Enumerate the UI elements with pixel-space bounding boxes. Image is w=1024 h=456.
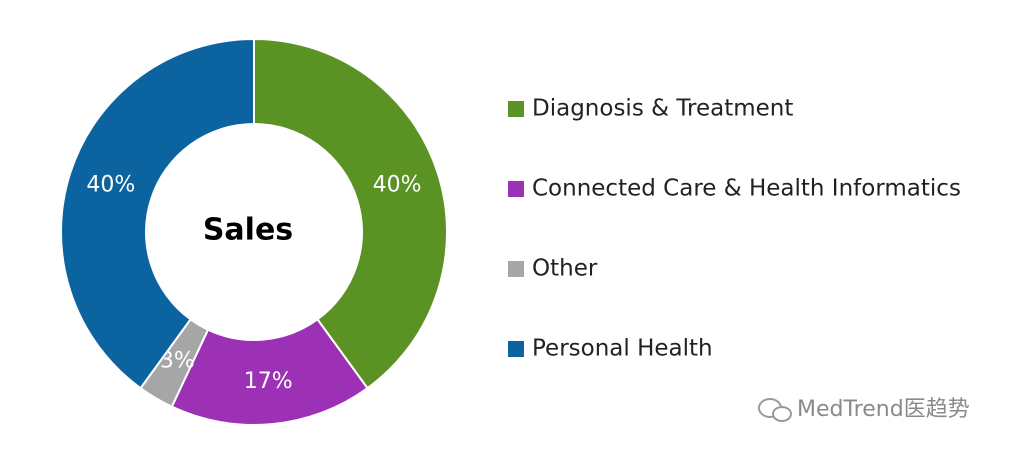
slice (60, 37, 255, 390)
data-label: 40% (373, 172, 422, 197)
legend-label: Other (532, 256, 598, 282)
data-label: 40% (86, 172, 135, 197)
chart-title: Sales (203, 213, 293, 248)
legend-swatch (508, 101, 524, 117)
watermark: MedTrend医趋势 (797, 397, 970, 422)
legend-swatch (508, 181, 524, 197)
legend-label: Diagnosis & Treatment (532, 96, 793, 122)
legend-label: Connected Care & Health Informatics (532, 176, 961, 202)
slice (253, 37, 448, 390)
legend-label: Personal Health (532, 336, 713, 362)
data-label: 17% (244, 369, 293, 394)
watermark-icon (758, 398, 792, 422)
legend-swatch (508, 261, 524, 277)
legend-swatch (508, 341, 524, 357)
